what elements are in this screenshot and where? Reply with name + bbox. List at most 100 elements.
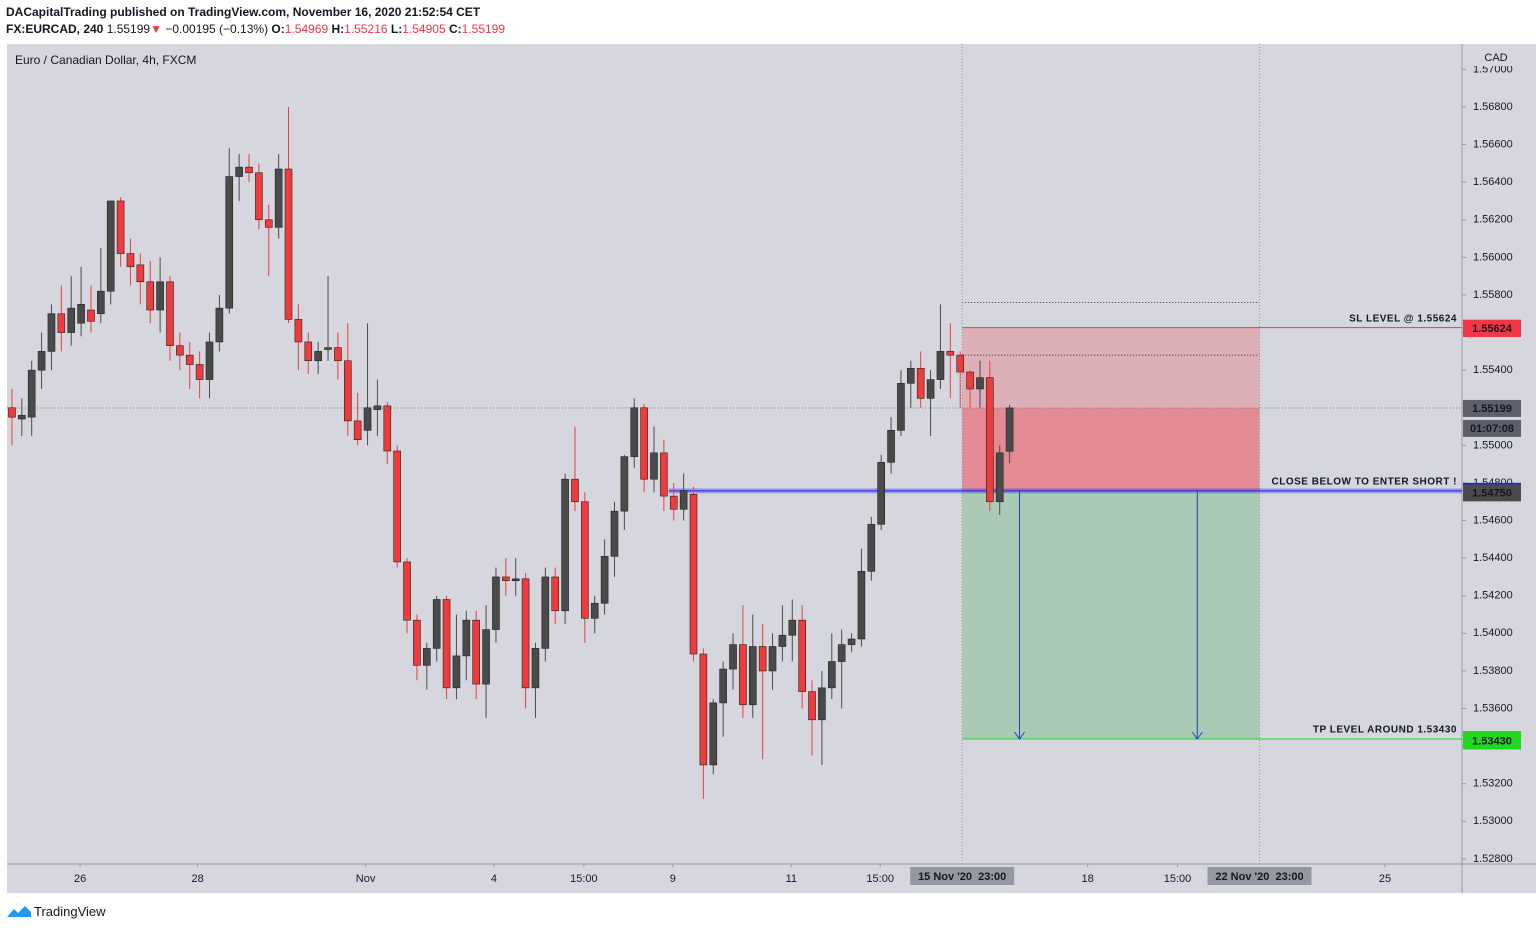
y-tick-label: 1.54600: [1473, 514, 1513, 526]
candle-body: [511, 578, 520, 582]
candle-body: [185, 354, 194, 365]
y-tick-label: 1.57000: [1473, 63, 1513, 75]
candle-body: [8, 407, 16, 418]
price-tag-label: 1.55199: [1472, 403, 1512, 415]
plot: [7, 44, 1462, 864]
price-tag-label: 1.54750: [1472, 487, 1512, 499]
price-tag-label: 1.53430: [1472, 735, 1512, 747]
x-tick-label: 25: [1379, 873, 1391, 885]
candle-body: [235, 166, 243, 177]
candle-body: [87, 309, 95, 322]
x-tick-label: 15:00: [866, 873, 894, 885]
y-tick-label: 1.53000: [1473, 815, 1513, 827]
candle-body: [176, 345, 184, 356]
h: 1.55216: [344, 22, 388, 36]
candle-body: [502, 576, 510, 582]
y-tick-label: 1.56000: [1473, 251, 1513, 263]
candle-body: [620, 456, 629, 512]
price-tag: [1463, 732, 1521, 750]
y-unit: CAD: [1484, 52, 1507, 64]
arrow-head: [1191, 731, 1203, 740]
c: 1.55199: [461, 22, 506, 36]
y-tick-label: 1.55800: [1473, 289, 1513, 301]
l-label: L:: [390, 22, 403, 36]
countdown-tag: [1463, 419, 1521, 437]
l: 1.54905: [402, 22, 446, 36]
candle-body: [1005, 407, 1014, 452]
y-tick-label: 1.53600: [1473, 702, 1513, 714]
candle-body: [709, 702, 718, 766]
time-tag-label: 22 Nov '20 23:00: [1215, 871, 1303, 883]
candle-body: [531, 648, 540, 689]
y-tick-label: 1.53800: [1473, 665, 1513, 677]
candle-body: [57, 313, 66, 333]
chart-title: Euro / Canadian Dollar, 4h, FXCM: [15, 53, 196, 67]
candle-body: [116, 200, 125, 254]
candle-body: [867, 524, 876, 572]
logo: [7, 906, 31, 917]
candle-body: [67, 307, 76, 333]
time-tag: [910, 867, 1015, 885]
candle-body: [521, 578, 530, 689]
y-tick-label: 1.56200: [1473, 214, 1513, 226]
change: −0.00195 (−0.13%): [165, 22, 269, 36]
candle-body: [27, 369, 36, 418]
candle-body: [946, 351, 955, 356]
candle-body: [136, 264, 145, 283]
candle-body: [729, 644, 737, 670]
x-tick-label: 18: [1082, 873, 1094, 885]
annotation: CLOSE BELOW TO ENTER SHORT !: [1272, 476, 1457, 487]
candle-body: [847, 638, 856, 645]
candle-body: [936, 351, 945, 380]
candle-body: [748, 646, 757, 706]
candle-body: [37, 351, 46, 371]
y-tick-label: 1.52800: [1473, 853, 1513, 865]
y-tick-label: 1.55000: [1473, 439, 1513, 451]
candle-body: [334, 347, 342, 362]
candle-body: [571, 478, 579, 503]
candle-body: [956, 354, 965, 373]
candle-body: [383, 405, 392, 452]
last: 1.55199: [106, 22, 151, 36]
candle-body: [699, 653, 708, 766]
candle-body: [837, 644, 846, 662]
annotation: SL LEVEL @ 1.55624: [1349, 313, 1457, 324]
candle-body: [857, 571, 866, 640]
x-tick-label: 11: [786, 873, 797, 885]
candle-body: [640, 407, 648, 480]
y-tick-label: 1.56800: [1473, 101, 1513, 113]
candle-body: [758, 646, 767, 672]
candle-body: [373, 405, 382, 410]
candle-body: [768, 646, 777, 672]
candle-body: [284, 168, 293, 320]
y-tick-label: 1.53200: [1473, 778, 1513, 790]
candle-body: [610, 510, 619, 557]
o: 1.54969: [284, 22, 329, 36]
candle-body: [679, 490, 688, 510]
candle-body: [669, 495, 678, 510]
candle-body: [215, 307, 224, 343]
candle-body: [986, 377, 994, 503]
chart: Euro / Canadian Dollar, 4h, FXCM 1.52800…: [7, 44, 1536, 893]
candle-body: [423, 648, 431, 666]
candle-body: [492, 576, 500, 630]
candle-body: [18, 414, 26, 420]
arrow-head: [1014, 731, 1025, 740]
candle-body: [146, 281, 155, 311]
candle-body: [77, 304, 85, 324]
candle-body: [630, 407, 639, 457]
candle-body: [324, 347, 332, 350]
x-tick-label: 26: [74, 873, 86, 885]
candle-body: [926, 379, 935, 399]
o-label: O:: [271, 22, 285, 36]
candle-body: [897, 383, 905, 431]
footer: TradingView: [0, 893, 1536, 930]
x-tick-label: 9: [670, 873, 676, 885]
candle-body: [205, 341, 214, 380]
candle-body: [788, 619, 797, 636]
candle-body: [255, 172, 263, 221]
time-tag: [1207, 867, 1312, 885]
author: DACapitalTrading published on TradingVie…: [6, 5, 481, 19]
candle-body: [887, 430, 895, 463]
y-tick-label: 1.56400: [1473, 176, 1513, 188]
